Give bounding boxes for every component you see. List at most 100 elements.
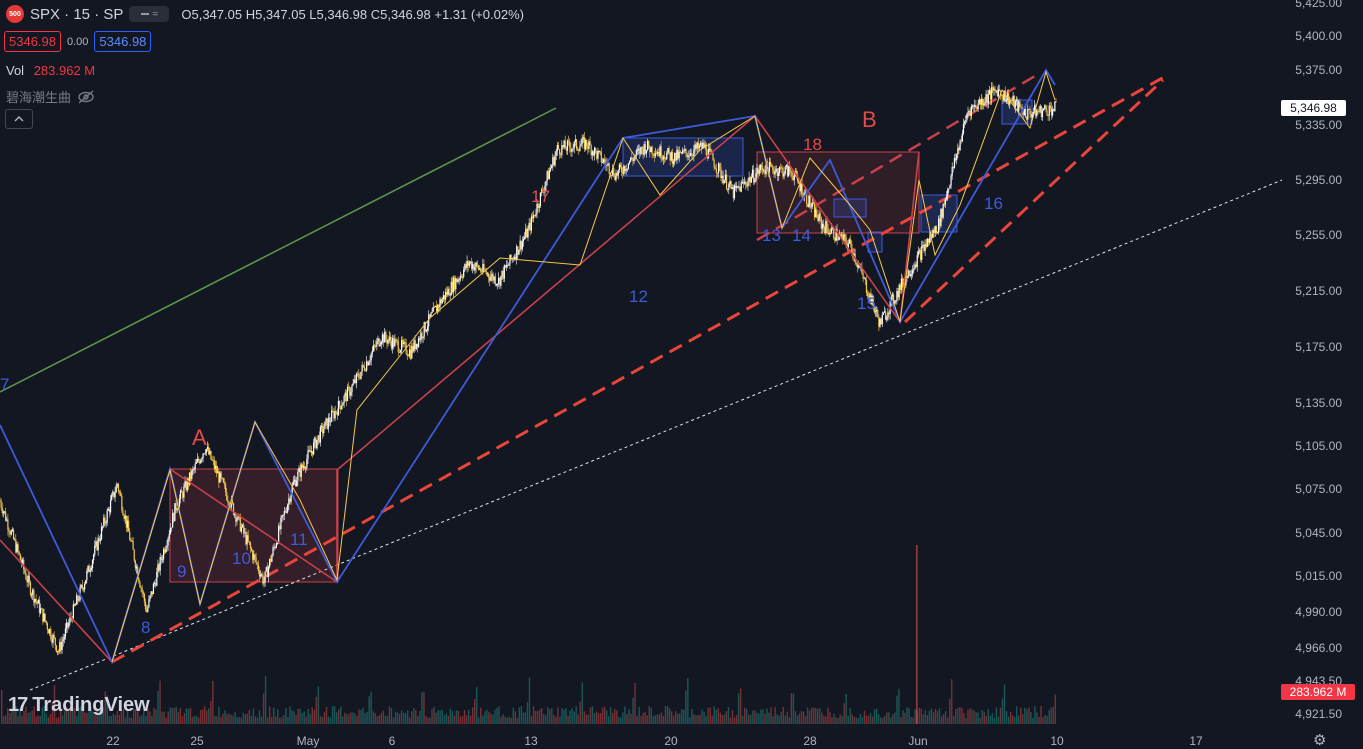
candle-body <box>633 157 635 162</box>
candle-body <box>1031 114 1033 118</box>
volume-bar <box>80 706 82 724</box>
sell-price-button[interactable]: 5346.98 <box>4 31 61 52</box>
collapse-legend-button[interactable] <box>5 109 33 129</box>
eye-hidden-icon[interactable] <box>77 89 95 104</box>
volume-bar <box>287 716 289 724</box>
candle-body <box>122 510 124 516</box>
candle-body <box>276 542 279 544</box>
volume-bar <box>352 712 354 724</box>
volume-bar <box>260 716 263 724</box>
volume-bar <box>31 710 33 724</box>
candle-body <box>772 165 774 171</box>
volume-bar <box>88 711 90 724</box>
candle-body <box>962 123 965 134</box>
candle-body <box>401 340 403 351</box>
candle-body <box>38 600 41 614</box>
candle-body <box>333 411 335 419</box>
volume-bar <box>240 717 242 724</box>
candle-body <box>913 268 915 270</box>
buy-price-button[interactable]: 5346.98 <box>94 31 152 52</box>
candle-body <box>376 341 378 347</box>
volume-legend[interactable]: Vol 283.962 M <box>6 63 95 78</box>
settings-gear-icon[interactable]: ⚙ <box>1313 732 1327 749</box>
candle-body <box>320 426 323 428</box>
candle-body <box>748 177 750 182</box>
volume-bar <box>226 714 228 724</box>
volume-bar <box>268 706 271 724</box>
volume-bar <box>729 717 732 724</box>
candle-body <box>87 565 89 572</box>
candle-body <box>613 168 615 177</box>
candle-body <box>100 526 103 540</box>
volume-bar <box>798 713 801 724</box>
candle-body <box>183 486 185 498</box>
candle-body <box>1047 114 1049 116</box>
tradingview-logo[interactable]: 17 TradingView <box>8 694 150 717</box>
volume-bar <box>348 714 350 724</box>
candle-body <box>434 305 437 307</box>
candle-body <box>472 264 474 269</box>
candle-body <box>104 517 106 524</box>
candle-body <box>924 244 926 251</box>
candle-body <box>156 571 158 586</box>
volume-bar <box>636 715 638 724</box>
candle-body <box>631 157 633 160</box>
candle-body <box>649 148 651 153</box>
volume-bar <box>782 707 784 724</box>
symbol-name[interactable]: SPX · 15 · SP <box>30 5 124 23</box>
candle-body <box>37 600 39 604</box>
candle-body <box>59 642 61 652</box>
candle-body <box>679 151 681 153</box>
candle-body <box>134 560 136 569</box>
candle-body <box>255 557 257 563</box>
candle-body <box>558 149 561 155</box>
indicator-legend[interactable]: 碧海潮生曲 <box>6 87 95 106</box>
volume-bar <box>112 713 115 724</box>
volume-bar <box>161 711 163 724</box>
volume-bar <box>957 707 959 724</box>
candle-body <box>688 155 690 157</box>
time-axis[interactable]: 22 25 May 6 13 20 28 Jun 10 17 <box>106 734 1203 748</box>
candle-body <box>978 99 980 104</box>
volume-bar <box>323 712 326 724</box>
volume-bar <box>185 708 188 724</box>
volume-bar <box>319 715 322 724</box>
candle-body <box>305 467 307 469</box>
candle-body <box>481 271 483 273</box>
candle-body <box>301 464 303 468</box>
candle-body <box>373 345 376 347</box>
volume-bar <box>94 715 96 724</box>
volume-bar <box>1052 706 1054 724</box>
candle-body <box>315 437 317 449</box>
volume-bar <box>981 709 983 724</box>
volume-bar <box>993 717 996 724</box>
volume-bar <box>750 714 752 724</box>
volume-bar <box>486 709 488 724</box>
volume-bar <box>547 706 549 724</box>
candle-body <box>208 446 210 455</box>
volume-bar <box>116 710 119 724</box>
candle-body <box>984 101 986 104</box>
candle-body <box>164 549 166 553</box>
volume-bar <box>849 708 851 724</box>
candle-body <box>828 233 830 235</box>
candle-body <box>591 151 593 156</box>
candle-body <box>280 518 282 530</box>
candle-body <box>725 174 728 190</box>
candle-body <box>308 450 310 452</box>
candle-body <box>309 450 311 453</box>
candle-body <box>1026 117 1028 120</box>
volume-bar <box>685 690 687 724</box>
candle-body <box>742 181 745 184</box>
symbol-header[interactable]: 500 SPX · 15 · SP ≈ O5,347.05 H5,347.05 … <box>6 5 524 23</box>
volume-bar <box>65 706 68 724</box>
symbol-status-pill[interactable]: ≈ <box>129 6 170 22</box>
candle-body <box>117 484 120 492</box>
volume-bar <box>800 711 803 724</box>
candle-body <box>842 234 844 241</box>
volume-bar <box>264 676 267 724</box>
candle-body <box>967 112 969 115</box>
candle-body <box>987 94 989 104</box>
volume-bar <box>961 707 963 724</box>
